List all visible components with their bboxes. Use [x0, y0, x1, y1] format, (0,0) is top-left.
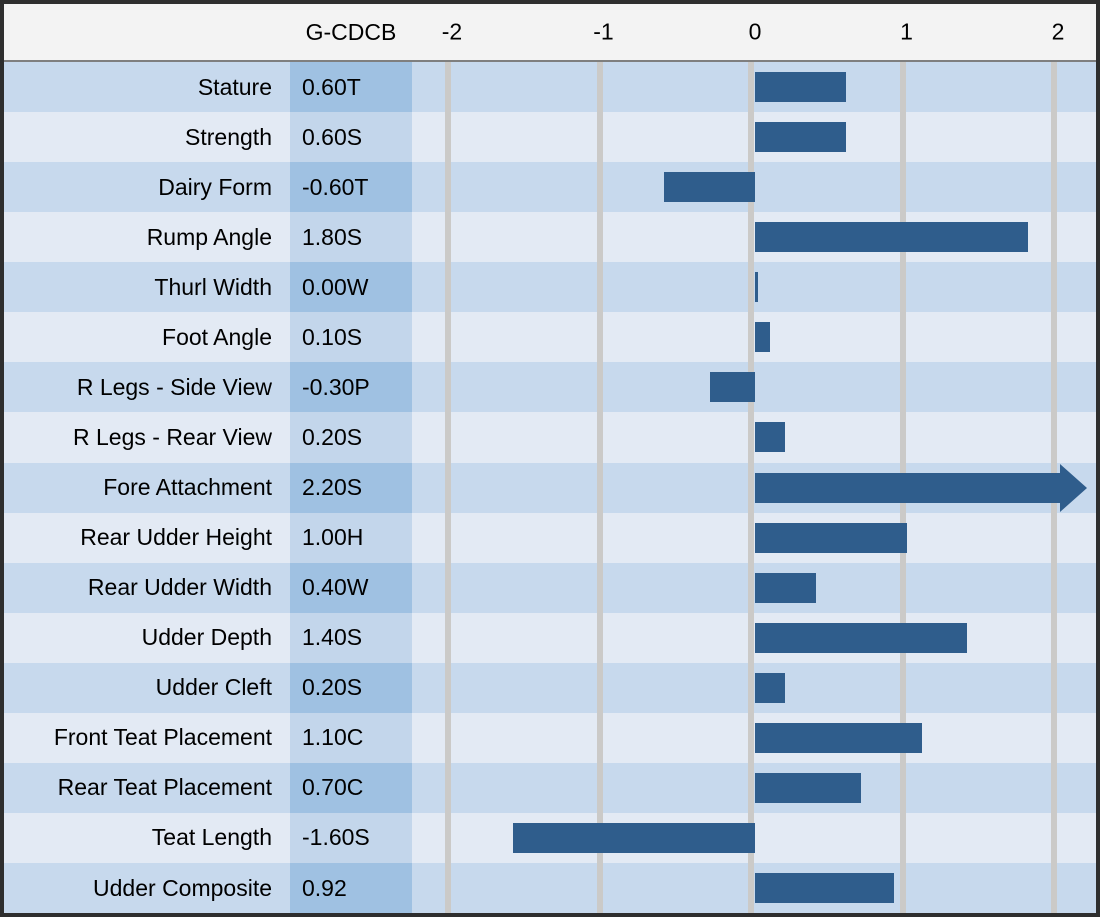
plot-cell — [412, 762, 1096, 813]
trait-label: Strength — [4, 112, 290, 163]
trait-value: 0.00W — [290, 262, 412, 313]
bar-overflow-arrow-icon — [1060, 463, 1087, 512]
plot-cell — [412, 362, 1096, 413]
axis-tick-label: 0 — [748, 18, 762, 45]
table-row: Udder Depth 1.40S — [4, 612, 1096, 663]
trait-value: 0.10S — [290, 312, 412, 363]
plot-cell — [412, 462, 1096, 513]
trait-label: Rear Udder Width — [4, 562, 290, 613]
trait-value: -0.60T — [290, 162, 412, 213]
trait-label: R Legs - Rear View — [4, 412, 290, 463]
table-row: R Legs - Rear View 0.20S — [4, 412, 1096, 463]
trait-label: Teat Length — [4, 812, 290, 863]
trait-label: Udder Cleft — [4, 662, 290, 713]
plot-cell — [412, 212, 1096, 263]
trait-label: Rump Angle — [4, 212, 290, 263]
trait-label: Rear Udder Height — [4, 512, 290, 563]
trait-label: Front Teat Placement — [4, 712, 290, 763]
table-row: Stature 0.60T — [4, 62, 1096, 113]
table-row: Teat Length -1.60S — [4, 812, 1096, 863]
trait-bar — [709, 372, 755, 403]
plot-cell — [412, 712, 1096, 763]
trait-label: Thurl Width — [4, 262, 290, 313]
chart-header: G-CDCB -2 -1 0 1 2 — [4, 4, 1096, 62]
trait-value: 0.20S — [290, 412, 412, 463]
plot-cell — [412, 612, 1096, 663]
plot-cell — [412, 62, 1096, 113]
trait-label: Fore Attachment — [4, 462, 290, 513]
plot-cell — [412, 312, 1096, 363]
trait-value: 0.20S — [290, 662, 412, 713]
table-row: Rear Udder Width 0.40W — [4, 562, 1096, 613]
trait-value: 0.92 — [290, 863, 412, 913]
axis-tick-label: 2 — [1051, 18, 1065, 45]
trait-bar — [512, 822, 755, 853]
trait-value: 0.60S — [290, 112, 412, 163]
trait-value: 1.10C — [290, 712, 412, 763]
chart-body: Stature 0.60T Strength 0.60S Dairy Form -0.60… — [4, 62, 1096, 913]
trait-bar — [755, 672, 786, 703]
axis-tick-label: -1 — [593, 18, 614, 45]
trait-bar — [755, 472, 1060, 503]
table-row: R Legs - Side View -0.30P — [4, 362, 1096, 413]
trait-label: Udder Depth — [4, 612, 290, 663]
trait-label: R Legs - Side View — [4, 362, 290, 413]
table-row: Dairy Form -0.60T — [4, 162, 1096, 213]
plot-cell — [412, 562, 1096, 613]
trait-label: Rear Teat Placement — [4, 762, 290, 813]
trait-bar — [664, 172, 755, 203]
table-row: Rump Angle 1.80S — [4, 212, 1096, 263]
trait-label: Dairy Form — [4, 162, 290, 213]
trait-bar — [755, 322, 771, 353]
plot-cell — [412, 662, 1096, 713]
plot-cell — [412, 512, 1096, 563]
trait-bar — [755, 622, 968, 653]
trait-label: Udder Composite — [4, 863, 290, 913]
table-row: Udder Composite 0.92 — [4, 863, 1096, 913]
trait-bar — [755, 772, 862, 803]
plot-cell — [412, 262, 1096, 313]
trait-bar — [755, 522, 907, 553]
trait-label: Stature — [4, 62, 290, 113]
trait-bar — [755, 272, 758, 303]
plot-cell — [412, 863, 1096, 913]
plot-cell — [412, 412, 1096, 463]
plot-cell — [412, 162, 1096, 213]
trait-label: Foot Angle — [4, 312, 290, 363]
trait-bar — [755, 722, 922, 753]
value-column-header: G-CDCB — [305, 18, 397, 45]
trait-value: 0.40W — [290, 562, 412, 613]
trait-value: 1.80S — [290, 212, 412, 263]
trait-bar — [755, 122, 846, 153]
trait-value: 0.60T — [290, 62, 412, 113]
table-row: Foot Angle 0.10S — [4, 312, 1096, 363]
trait-value: 2.20S — [290, 462, 412, 513]
trait-bar — [755, 873, 895, 904]
table-row: Rear Udder Height 1.00H — [4, 512, 1096, 563]
trait-value: 1.00H — [290, 512, 412, 563]
table-row: Thurl Width 0.00W — [4, 262, 1096, 313]
trait-bar — [755, 422, 786, 453]
axis-tick-label: -2 — [441, 18, 463, 45]
trait-value: -0.30P — [290, 362, 412, 413]
plot-cell — [412, 112, 1096, 163]
table-row: Rear Teat Placement 0.70C — [4, 762, 1096, 813]
table-row: Front Teat Placement 1.10C — [4, 712, 1096, 763]
table-row: Fore Attachment 2.20S — [4, 462, 1096, 513]
axis-tick-label: 1 — [900, 18, 913, 45]
trait-bar — [755, 72, 846, 103]
trait-value: 0.70C — [290, 762, 412, 813]
x-axis: -2 -1 0 1 2 — [412, 4, 1096, 60]
plot-cell — [412, 812, 1096, 863]
trait-column-header-spacer — [4, 4, 290, 60]
trait-value: 1.40S — [290, 612, 412, 663]
trait-bar — [755, 222, 1028, 253]
trait-value: -1.60S — [290, 812, 412, 863]
table-row: Udder Cleft 0.20S — [4, 662, 1096, 713]
trait-bar — [755, 572, 816, 603]
table-row: Strength 0.60S — [4, 112, 1096, 163]
